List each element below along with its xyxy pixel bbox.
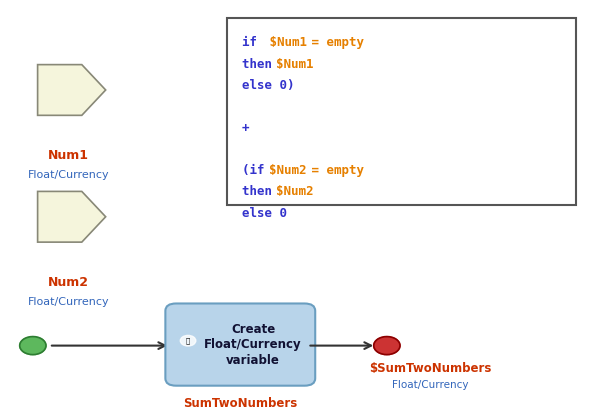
Polygon shape [38, 191, 106, 242]
Circle shape [374, 337, 400, 355]
Text: Float/Currency: Float/Currency [392, 380, 468, 390]
Text: (if: (if [242, 164, 272, 177]
Text: = empty: = empty [303, 164, 364, 177]
Text: Create: Create [231, 323, 275, 335]
Text: SumTwoNumbers: SumTwoNumbers [183, 397, 297, 409]
Text: Float/Currency: Float/Currency [28, 170, 109, 180]
Text: $Num1: $Num1 [276, 58, 313, 71]
Text: Float/Currency: Float/Currency [204, 338, 302, 351]
Circle shape [20, 337, 46, 355]
Text: then: then [242, 185, 279, 198]
Text: Num1: Num1 [48, 149, 89, 162]
Text: $Num2: $Num2 [276, 185, 313, 198]
Text: $Num2: $Num2 [269, 164, 307, 177]
Circle shape [180, 335, 196, 346]
Text: then: then [242, 58, 279, 71]
Text: $Num1: $Num1 [263, 36, 307, 49]
FancyBboxPatch shape [165, 303, 315, 386]
Text: Float/Currency: Float/Currency [28, 297, 109, 306]
Text: $SumTwoNumbers: $SumTwoNumbers [369, 362, 491, 375]
Text: else 0: else 0 [242, 207, 287, 220]
Text: +: + [242, 121, 250, 135]
FancyBboxPatch shape [227, 18, 576, 204]
Polygon shape [38, 65, 106, 115]
Text: Num2: Num2 [48, 276, 89, 289]
Text: else 0): else 0) [242, 79, 294, 92]
Text: 🏷: 🏷 [186, 337, 190, 344]
Text: = empty: = empty [303, 36, 364, 49]
Text: if: if [242, 36, 264, 49]
Text: variable: variable [226, 354, 280, 366]
